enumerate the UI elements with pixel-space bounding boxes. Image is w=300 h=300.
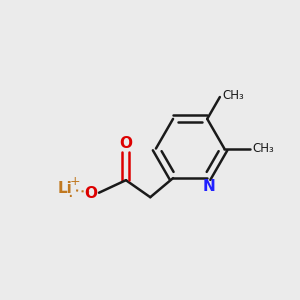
Text: O: O <box>119 136 132 152</box>
Text: ·: · <box>67 188 73 206</box>
Text: N: N <box>202 179 215 194</box>
Text: +: + <box>69 175 80 188</box>
Text: O: O <box>84 186 97 201</box>
Text: Li: Li <box>57 182 72 196</box>
Text: CH₃: CH₃ <box>252 142 274 155</box>
Text: CH₃: CH₃ <box>222 89 244 102</box>
